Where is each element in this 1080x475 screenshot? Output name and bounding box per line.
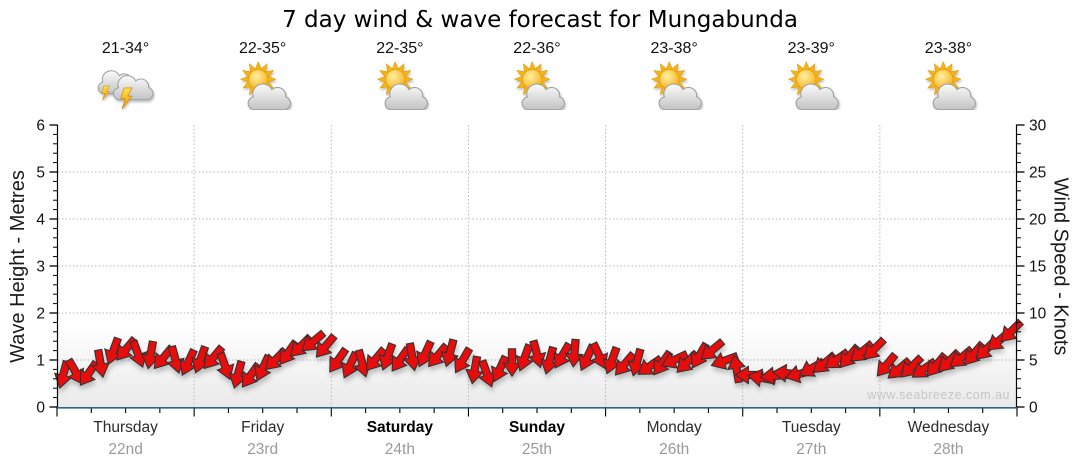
day-label-column: Wednesday 28th [880,419,1017,459]
day-name: Wednesday [907,419,990,436]
storm-icon [97,70,154,110]
cloud-part [521,83,565,110]
day-name: Thursday [93,419,158,436]
wind-arrow [228,359,248,390]
sun-cloud-icon [513,60,565,110]
wind-arrow [91,348,111,379]
wind-arrow [203,344,226,370]
right-axis-title-text: Wind Speed - Knots [1049,177,1072,355]
day-forecast-column: 22-35° [331,40,468,110]
day-name: Saturday [366,419,434,436]
gridlines [58,125,1016,407]
day-temp-range: 23-38° [650,40,698,57]
wind-arrow [216,351,235,381]
day-temp-range: 21-34° [101,40,150,57]
day-date: 28th [933,441,964,458]
right-axis-title: Wind Speed - Knots [1038,125,1080,407]
day-date: 25th [521,441,553,458]
right-axis-tick-label: 10 [1029,306,1047,323]
left-axis-tick-label: 5 [36,165,45,182]
day-forecast-column: 23-38° [880,40,1017,110]
left-axis-title: Wave Height - Metres [0,125,40,407]
day-forecast-column: 23-38° [606,40,743,110]
right-axis-tick-label: 30 [1029,118,1047,135]
wind-arrow [453,346,474,374]
right-axis-tick-label: 25 [1029,165,1046,182]
wind-arrow [540,345,559,375]
left-axis-tick-label: 4 [36,212,45,229]
day-date: 27th [796,441,827,458]
wind-arrow [1000,318,1025,343]
wind-arrow [378,342,397,371]
wind-arrow [179,347,198,376]
cloud-part [795,83,840,110]
wind-arrow [502,348,522,378]
day-label-column: Saturday 24th [331,419,468,459]
wind-arrow [301,329,327,352]
wind-arrow [876,351,899,377]
day-date: 26th [659,441,690,458]
day-label-column: Monday 26th [606,419,743,459]
day-forecast-column: 21-34° [57,40,194,110]
left-axis-tick-label: 2 [36,306,45,323]
cloud-part [658,83,703,110]
wind-arrow [402,342,422,372]
day-name: Friday [241,419,285,436]
sun-cloud-icon [376,60,428,110]
sun-cloud-icon [239,60,291,110]
day-temp-range: 22-35° [376,40,424,57]
wind-arrow [315,332,338,358]
day-label-column: Thursday 22nd [57,419,194,459]
day-temp-range: 23-39° [787,40,835,57]
right-axis-tick-label: 5 [1029,353,1038,370]
day-date: 22nd [108,441,143,458]
day-label-column: Tuesday 27th [743,419,880,459]
day-temp-range: 22-36° [513,40,561,57]
day-temp-range: 23-38° [924,40,973,57]
days-header: 21-34° 22-35° 22-35° 22-36° 23-38° 23-39° 23-3… [57,40,1017,120]
wind-arrow [440,338,460,368]
sun-cloud-icon [787,60,840,110]
wind-arrow [900,354,925,378]
day-date: 23rd [247,441,279,458]
left-axis-title-text: Wave Height - Metres [6,169,29,363]
wind-arrow-series [53,318,1025,390]
axes: 0 1 2 3 4 5 6 0 5 10 15 20 25 30 [36,118,1047,417]
wind-arrow [602,345,621,375]
sun-cloud-icon [650,60,703,110]
day-forecast-column: 23-39° [743,40,880,110]
right-axis-tick-label: 20 [1029,212,1047,229]
day-date: 24th [384,441,415,458]
left-axis-tick-label: 6 [36,118,45,135]
sun-cloud-icon [925,60,977,110]
watermark: www.seabreeze.com.au [867,388,1010,402]
day-name: Sunday [508,419,565,436]
wind-arrow [490,354,510,383]
day-name: Monday [646,419,702,436]
wind-arrow [700,338,726,360]
day-temp-range: 22-35° [239,40,287,57]
right-axis-tick-label: 15 [1029,259,1046,276]
right-axis-tick-label: 0 [1029,400,1038,417]
wind-arrow [329,346,350,373]
day-label-column: Sunday 25th [468,419,605,459]
left-axis-tick-label: 0 [36,400,45,417]
wind-arrow [863,336,887,360]
day-forecast-column: 22-36° [468,40,605,110]
day-label-column: Friday 23rd [194,419,331,459]
cloud-part [384,83,428,110]
wind-arrow [564,338,584,368]
cloud-part [933,83,977,110]
left-axis-tick-label: 1 [36,353,45,370]
day-forecast-column: 22-35° [194,40,331,110]
day-name: Tuesday [781,419,841,436]
cloud-part [247,83,291,110]
page-title: 7 day wind & wave forecast for Mungabund… [282,7,798,33]
left-axis-tick-label: 3 [36,259,45,276]
